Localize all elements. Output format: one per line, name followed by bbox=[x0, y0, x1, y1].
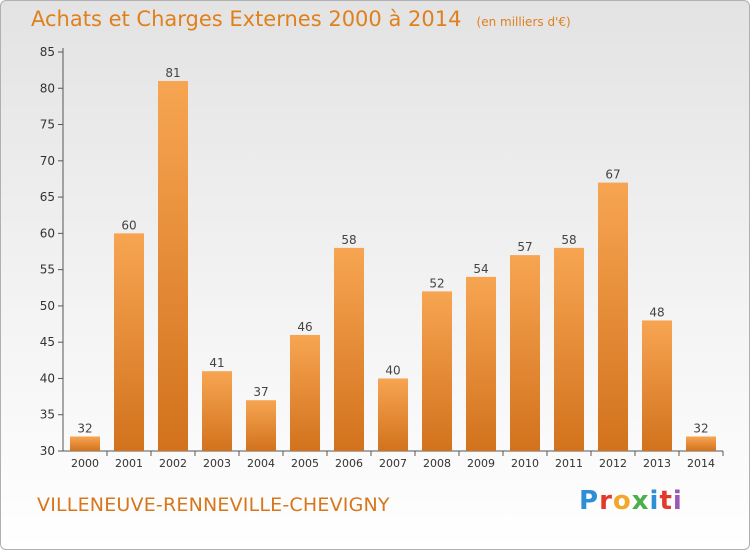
data-label: 37 bbox=[253, 385, 268, 399]
chart-subtitle: (en milliers d'€) bbox=[476, 15, 571, 29]
x-tick-label: 2000 bbox=[71, 457, 99, 470]
x-tick-label: 2003 bbox=[203, 457, 231, 470]
bar bbox=[554, 247, 584, 451]
y-tick-label: 35 bbox=[40, 408, 55, 422]
x-tick-label: 2007 bbox=[379, 457, 407, 470]
x-tick-label: 2011 bbox=[555, 457, 583, 470]
x-tick-label: 2014 bbox=[687, 457, 715, 470]
logo-letter: i bbox=[649, 486, 660, 516]
bar bbox=[70, 436, 100, 451]
data-label: 57 bbox=[517, 240, 532, 254]
commune-name: VILLENEUVE-RENNEVILLE-CHEVIGNY bbox=[37, 494, 390, 516]
data-label: 60 bbox=[121, 218, 136, 232]
bar bbox=[510, 255, 540, 451]
x-tick-label: 2012 bbox=[599, 457, 627, 470]
bar bbox=[422, 291, 452, 451]
data-labels: 32 60 81 41 37 46 58 40 52 54 57 58 67 48 32 bbox=[77, 66, 708, 435]
x-tick-label: 2005 bbox=[291, 457, 319, 470]
logo-letter: o bbox=[612, 486, 632, 516]
bar bbox=[466, 276, 496, 451]
x-tick-label: 2013 bbox=[643, 457, 671, 470]
y-tick-label: 65 bbox=[40, 190, 55, 204]
x-tick-label: 2008 bbox=[423, 457, 451, 470]
title-row: Achats et Charges Externes 2000 à 2014 (… bbox=[31, 7, 571, 31]
y-axis: 30 35 40 45 50 55 60 65 70 75 80 85 bbox=[40, 45, 64, 458]
y-tick-label: 60 bbox=[40, 226, 55, 240]
data-label: 48 bbox=[649, 305, 664, 319]
x-tick-label: 2010 bbox=[511, 457, 539, 470]
bar bbox=[598, 182, 628, 451]
bar bbox=[290, 334, 320, 451]
y-tick-label: 85 bbox=[40, 45, 55, 59]
data-label: 52 bbox=[429, 276, 444, 290]
data-label: 32 bbox=[77, 421, 92, 435]
x-axis: 2000 2001 2002 2003 2004 2005 2006 2007 2008 2009… bbox=[63, 450, 724, 470]
y-tick-label: 70 bbox=[40, 154, 55, 168]
logo-letter: x bbox=[631, 486, 650, 516]
logo-letter: t bbox=[659, 486, 673, 516]
bar-series bbox=[70, 81, 716, 451]
x-tick-label: 2009 bbox=[467, 457, 495, 470]
bar bbox=[202, 371, 232, 451]
x-tick-label: 2004 bbox=[247, 457, 275, 470]
bar bbox=[378, 378, 408, 451]
x-tick-label: 2001 bbox=[115, 457, 143, 470]
bar bbox=[246, 400, 276, 451]
x-tick-label: 2002 bbox=[159, 457, 187, 470]
bar bbox=[686, 436, 716, 451]
y-tick-label: 55 bbox=[40, 263, 55, 277]
logo-letter: r bbox=[599, 486, 613, 516]
bar bbox=[158, 81, 188, 451]
y-tick-label: 50 bbox=[40, 299, 55, 313]
bar bbox=[642, 320, 672, 451]
bar bbox=[114, 233, 144, 451]
bar bbox=[334, 247, 364, 451]
data-label: 41 bbox=[209, 356, 224, 370]
logo-letter: P bbox=[579, 486, 600, 516]
logo-letter: i bbox=[672, 486, 683, 516]
chart-title: Achats et Charges Externes 2000 à 2014 bbox=[31, 7, 462, 31]
data-label: 58 bbox=[341, 233, 356, 247]
data-label: 32 bbox=[693, 421, 708, 435]
data-label: 81 bbox=[165, 66, 180, 80]
y-tick-label: 45 bbox=[40, 335, 55, 349]
data-label: 40 bbox=[385, 363, 400, 377]
proxiti-logo[interactable]: Proxiti bbox=[579, 486, 683, 516]
data-label: 46 bbox=[297, 320, 312, 334]
y-tick-label: 75 bbox=[40, 118, 55, 132]
x-tick-label: 2006 bbox=[335, 457, 363, 470]
y-tick-label: 30 bbox=[40, 444, 55, 458]
data-label: 54 bbox=[473, 262, 488, 276]
data-label: 67 bbox=[605, 168, 620, 182]
y-tick-label: 40 bbox=[40, 371, 55, 385]
data-label: 58 bbox=[561, 233, 576, 247]
y-tick-label: 80 bbox=[40, 81, 55, 95]
